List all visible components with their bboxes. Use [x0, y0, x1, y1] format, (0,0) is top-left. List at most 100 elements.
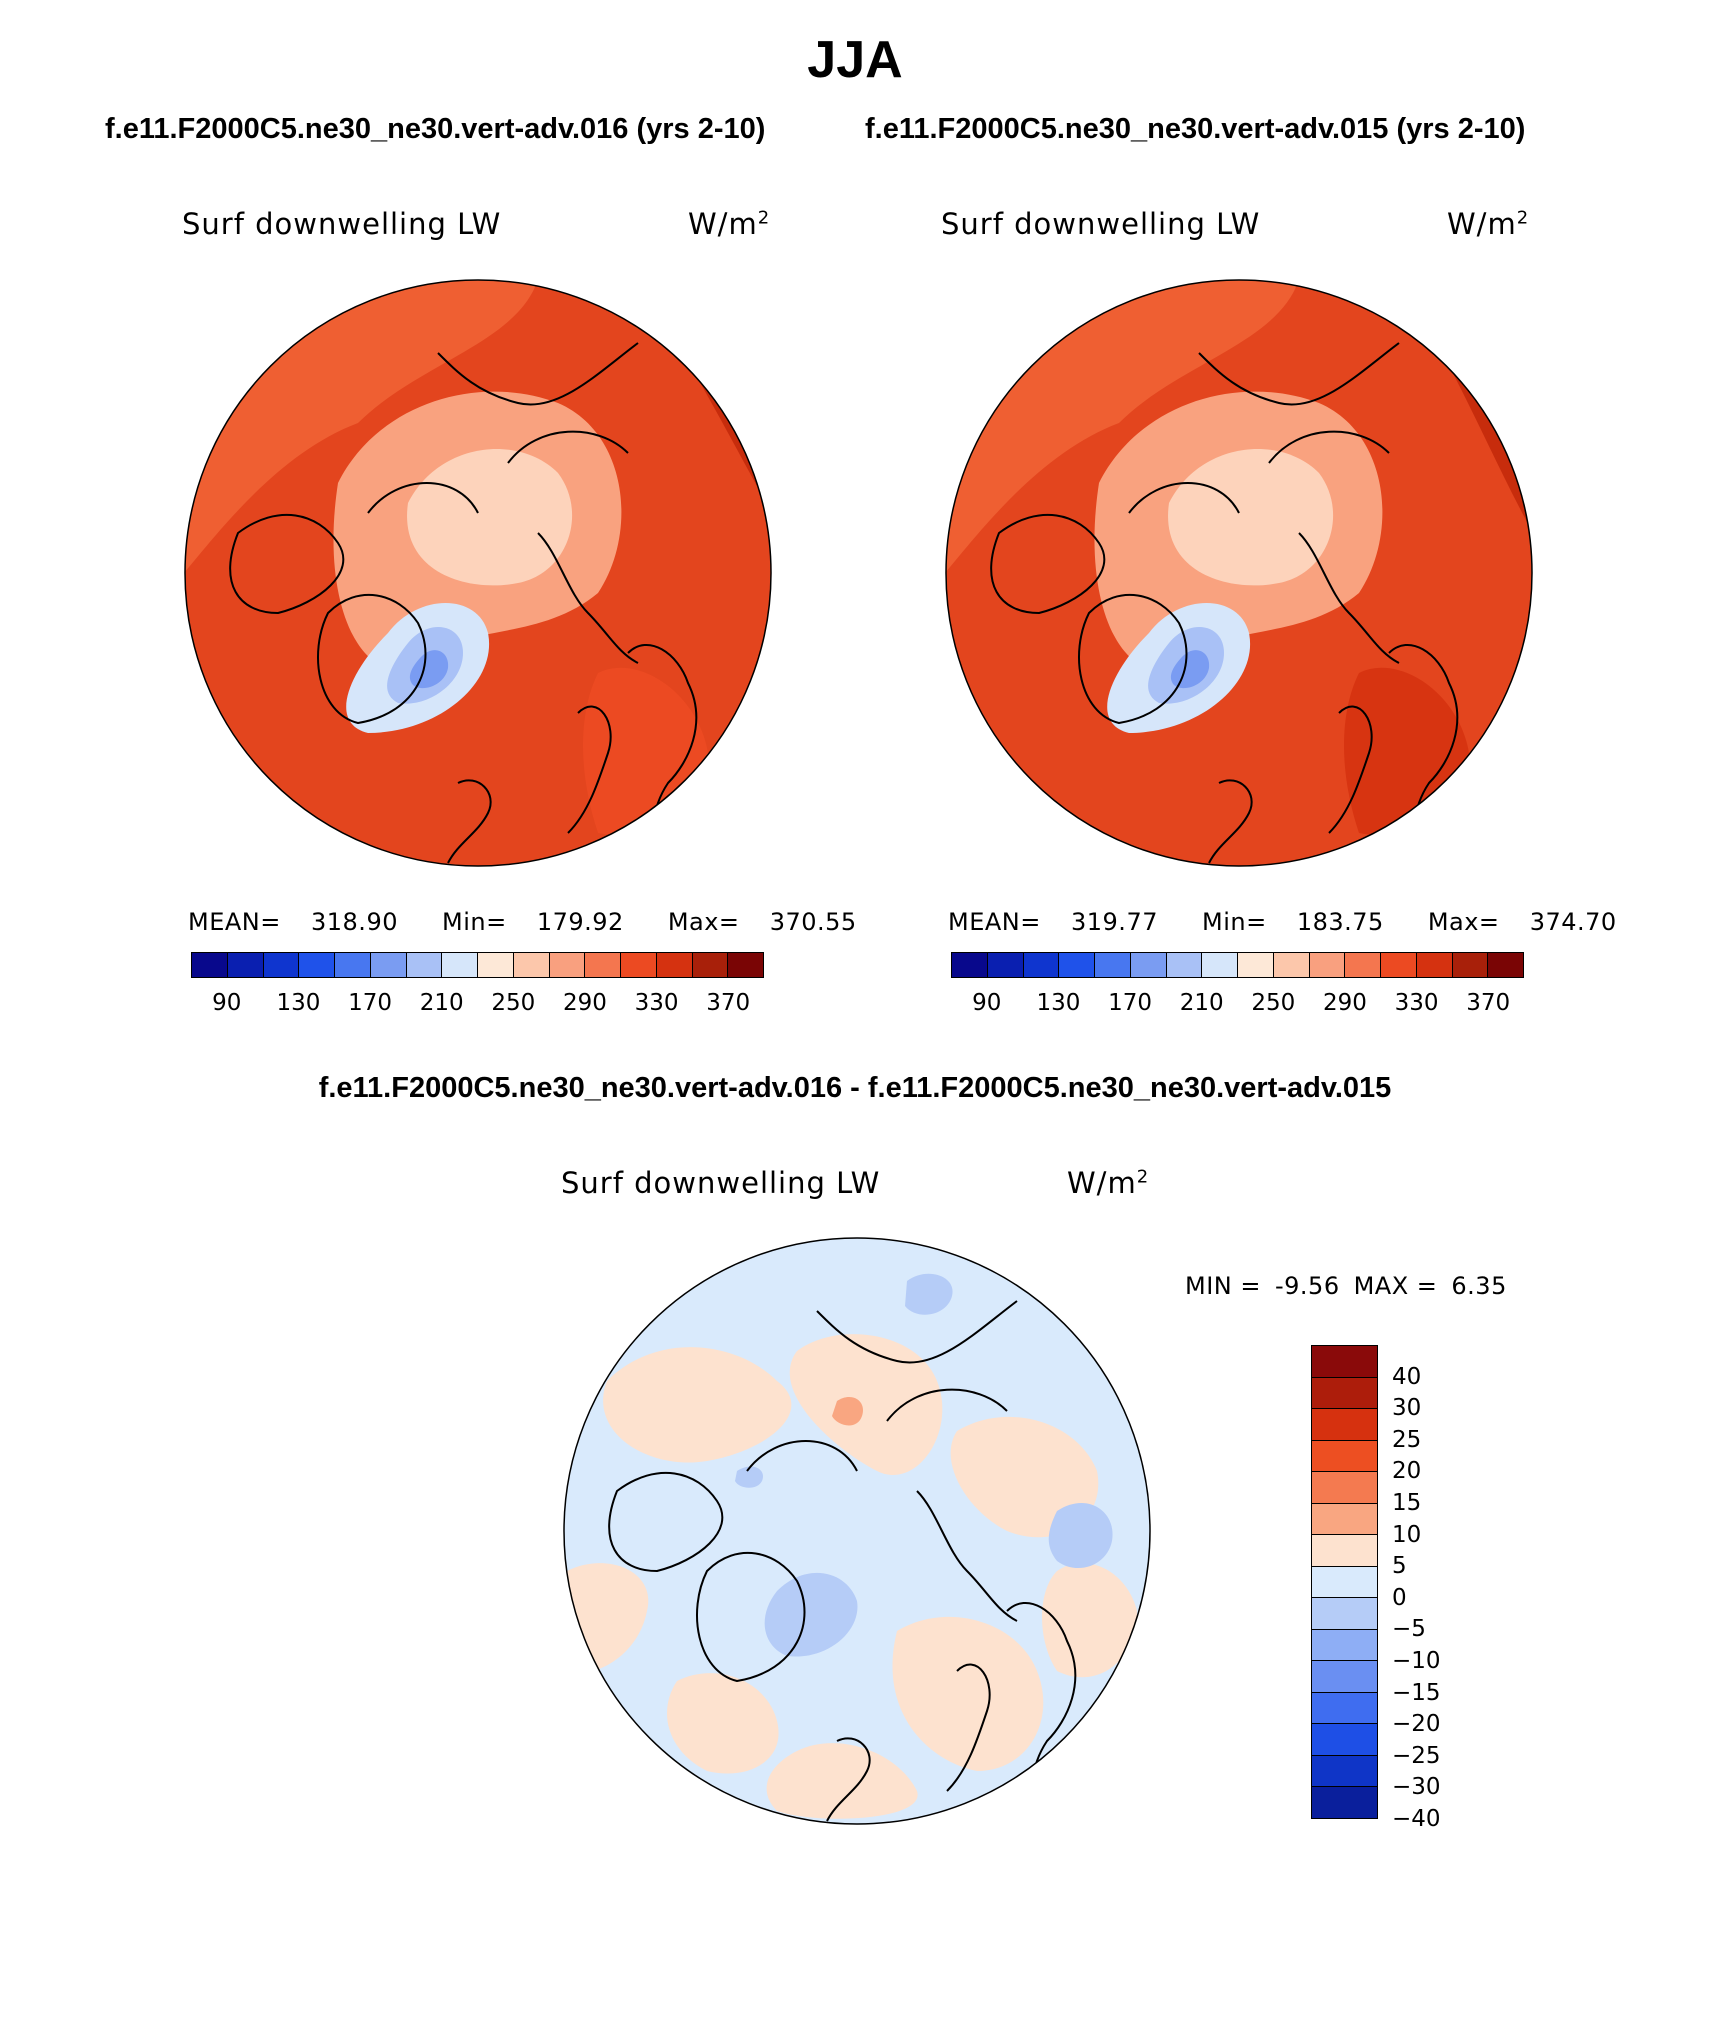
diff-title: f.e11.F2000C5.ne30_ne30.vert-adv.016 - f…	[318, 1072, 1392, 1104]
diff-colorbar	[1311, 1345, 1378, 1819]
panel1-field-arctic-core	[407, 449, 573, 586]
panel2-colorbar-box	[1238, 953, 1274, 977]
diff-colorbar-tick-label: −5	[1392, 1616, 1426, 1643]
panel1-case-title: f.e11.F2000C5.ne30_ne30.vert-adv.016 (yr…	[105, 113, 766, 145]
panel2-case-title: f.e11.F2000C5.ne30_ne30.vert-adv.015 (yr…	[865, 113, 1526, 145]
diff-colorbar-box	[1312, 1598, 1377, 1630]
diff-units: W/m2	[1067, 1166, 1150, 1200]
panel1-colorbar-tick-label: 370	[706, 990, 751, 1016]
panel2-polar-map	[945, 279, 1533, 867]
panel1-colorbar-box	[585, 953, 621, 977]
panel2-colorbar-box	[1488, 953, 1523, 977]
panel1-colorbar-tick-label: 330	[634, 990, 679, 1016]
panel2-colorbar-box	[1345, 953, 1381, 977]
panel2-colorbar-box	[1381, 953, 1417, 977]
diff-colorbar-box	[1312, 1787, 1377, 1818]
diff-colorbar-box	[1312, 1724, 1377, 1756]
panel2-colorbar-tick-label: 210	[1179, 990, 1224, 1016]
panel2-colorbar-tick-label: 290	[1322, 990, 1367, 1016]
diff-colorbar-tick-label: −10	[1392, 1647, 1441, 1674]
panel1-colorbar-box	[513, 953, 550, 977]
diff-field-negative-greenland	[764, 1572, 858, 1657]
diff-colorbar-tick-label: 20	[1392, 1458, 1422, 1485]
diff-field-positive-6	[892, 1616, 1044, 1771]
panel1-polar-map	[184, 279, 772, 867]
panel1-colorbar-box	[192, 953, 228, 977]
diff-colorbar-tick-label: −20	[1392, 1711, 1441, 1738]
diff-colorbar-box	[1312, 1661, 1377, 1693]
panel2-variable-label: Surf downwelling LW	[941, 207, 1261, 241]
panel2-colorbar-box	[1059, 953, 1095, 977]
panel1-colorbar-tick-label: 130	[276, 990, 321, 1016]
diff-colorbar-tick-label: −40	[1392, 1806, 1441, 1832]
diff-field-positive-5	[667, 1673, 779, 1774]
panel1-colorbar-tick-label: 170	[348, 990, 393, 1016]
diff-colorbar-tick-label: 15	[1392, 1489, 1422, 1516]
diff-field-negative-east	[1048, 1502, 1113, 1569]
diff-field-negative-canada	[735, 1466, 763, 1488]
panel1-coastlines	[229, 342, 698, 864]
diff-colorbar-box	[1312, 1409, 1377, 1441]
panel1-colorbar-ticks: 90 130 170 210 250 290 330 370	[191, 990, 764, 1018]
diff-colorbar-box	[1312, 1566, 1377, 1599]
panel2-colorbar-box	[1273, 953, 1310, 977]
panel2-colorbar-box	[1130, 953, 1167, 977]
panel2-field-greenland-core	[1170, 650, 1210, 689]
diff-colorbar-ticks: 40 30 25 20 15 10 5 0 −5 −10 −15 −20 −25 −30 −40	[1392, 1345, 1472, 1832]
panel1-colorbar-box	[406, 953, 443, 977]
panel2-units: W/m2	[1447, 207, 1530, 241]
diff-polar-map	[563, 1237, 1151, 1825]
panel2-colorbar-box	[1202, 953, 1238, 977]
diff-field-positive-7	[766, 1743, 918, 1819]
panel1-field-greenland-core	[409, 650, 449, 689]
diff-colorbar-tick-label: 25	[1392, 1426, 1422, 1453]
panel2-colorbar-box	[1309, 953, 1346, 977]
panel2-colorbar-tick-label: 170	[1108, 990, 1153, 1016]
panel2-colorbar-tick-label: 90	[972, 990, 1002, 1016]
panel2-coastlines	[990, 342, 1459, 864]
diff-colorbar-tick-label: 5	[1392, 1553, 1407, 1580]
diff-field-positive-1	[603, 1347, 792, 1463]
panel1-colorbar-tick-label: 290	[562, 990, 607, 1016]
diff-colorbar-tick-label: 10	[1392, 1521, 1422, 1548]
panel1-colorbar-tick-label: 250	[491, 990, 536, 1016]
diff-colorbar-box	[1312, 1755, 1377, 1788]
panel1-colorbar-box	[335, 953, 371, 977]
panel1-map-border	[184, 279, 772, 867]
panel2-colorbar-box	[1166, 953, 1203, 977]
panel1-colorbar-box	[621, 953, 657, 977]
panel1-units: W/m2	[688, 207, 771, 241]
diff-min-max: MIN = -9.56 MAX = 6.35	[1185, 1272, 1507, 1300]
panel2-colorbar-box	[952, 953, 988, 977]
panel1-colorbar-box	[656, 953, 693, 977]
panel2-colorbar-tick-label: 250	[1251, 990, 1296, 1016]
panel2-colorbar-ticks: 90 130 170 210 250 290 330 370	[951, 990, 1524, 1018]
diff-colorbar-tick-label: 40	[1392, 1363, 1422, 1390]
panel1-colorbar-box	[227, 953, 264, 977]
diff-colorbar-tick-label: −30	[1392, 1774, 1441, 1801]
diff-variable-label: Surf downwelling LW	[561, 1166, 881, 1200]
panel2-field-max-patch	[1479, 280, 1532, 393]
panel2-colorbar-box	[987, 953, 1024, 977]
panel1-colorbar-box	[692, 953, 729, 977]
panel2-colorbar-box	[1023, 953, 1060, 977]
panel1-stats: MEAN= 318.90 Min= 179.92 Max= 370.55	[188, 908, 857, 936]
panel1-colorbar-box	[549, 953, 586, 977]
diff-colorbar-box	[1312, 1692, 1377, 1725]
panel1-colorbar-tick-label: 210	[419, 990, 464, 1016]
diff-colorbar-box	[1312, 1535, 1377, 1567]
panel2-colorbar-tick-label: 330	[1394, 990, 1439, 1016]
panel1-colorbar-box	[370, 953, 407, 977]
panel1-variable-label: Surf downwelling LW	[182, 207, 502, 241]
panel2-colorbar	[951, 952, 1524, 978]
panel1-colorbar-box	[442, 953, 478, 977]
panel2-colorbar-box	[1416, 953, 1453, 977]
panel2-field-arctic-core	[1168, 449, 1334, 586]
panel2-colorbar-box	[1095, 953, 1131, 977]
panel2-colorbar-box	[1452, 953, 1489, 977]
panel1-colorbar-box	[478, 953, 514, 977]
panel2-colorbar-tick-label: 370	[1466, 990, 1511, 1016]
diff-field-negative-north	[905, 1273, 953, 1315]
diff-colorbar-box	[1312, 1629, 1377, 1662]
diff-colorbar-box	[1312, 1472, 1377, 1504]
